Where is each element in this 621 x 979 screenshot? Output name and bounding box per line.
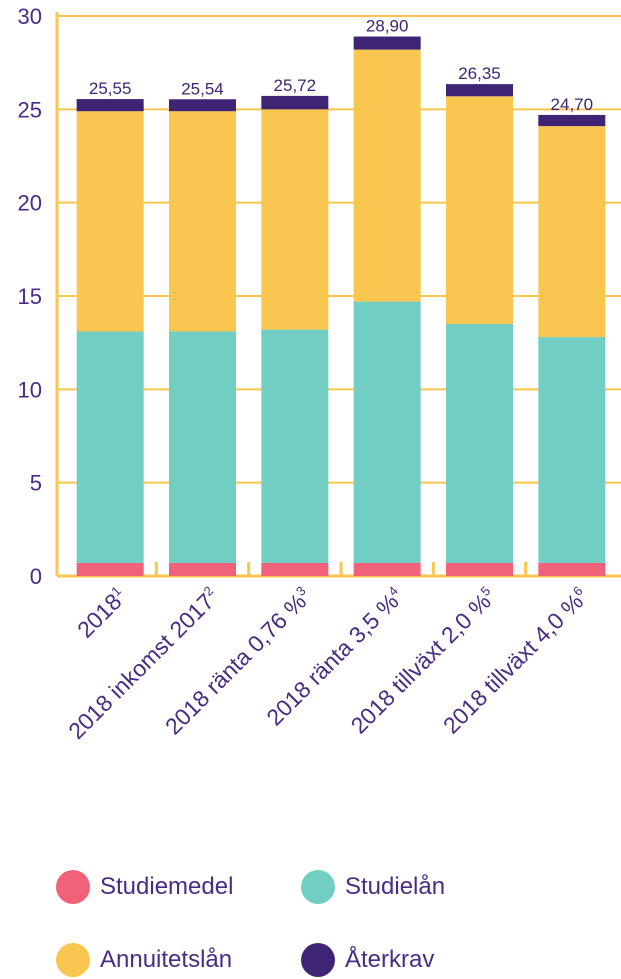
axes: 0 5 10 15 20 25 30 xyxy=(18,4,621,589)
bar-segment-studiemedel xyxy=(353,562,421,576)
bar-segment-annuitetsl-n xyxy=(446,96,513,325)
bar-segment-studiel-n xyxy=(76,331,144,563)
legend-item-aterkrav: Återkrav xyxy=(301,943,434,977)
legend-swatch-studiemedel xyxy=(56,870,90,904)
total-value-label: 25,54 xyxy=(181,79,224,98)
grid-lines xyxy=(57,15,621,484)
y-tick-label: 30 xyxy=(18,4,42,29)
total-value-label: 26,35 xyxy=(458,64,501,83)
legend-label-studiemedel: Studiemedel xyxy=(100,873,234,900)
x-tick-label: 20181 xyxy=(72,583,132,643)
bar-segment-studiemedel xyxy=(169,562,236,576)
bar-segment-annuitetsl-n xyxy=(538,126,606,338)
bar-segment--terkrav xyxy=(169,99,236,112)
bar-segment-studiel-n xyxy=(353,301,421,563)
legend-label-annuitetslan: Annuitetslån xyxy=(100,946,233,973)
legend: Studiemedel Studielån Annuitetslån Återk… xyxy=(0,860,621,979)
bar-segment--terkrav xyxy=(261,95,329,110)
legend-swatch-aterkrav xyxy=(301,943,335,977)
bar-segment-annuitetsl-n xyxy=(169,111,236,332)
legend-label-studielan: Studielån xyxy=(345,873,446,900)
legend-swatch-annuitetslan xyxy=(56,943,90,977)
y-tick-label: 5 xyxy=(30,471,42,496)
bar-segment--terkrav xyxy=(353,36,421,50)
bar-segment-studiemedel xyxy=(538,562,606,576)
bar-segment-studiel-n xyxy=(261,329,329,563)
bar-segment-studiel-n xyxy=(538,337,606,563)
total-value-label: 28,90 xyxy=(366,17,409,36)
y-tick-label: 20 xyxy=(18,191,42,216)
legend-item-annuitetslan: Annuitetslån xyxy=(56,943,232,977)
y-tick-label: 25 xyxy=(18,97,42,122)
legend-label-aterkrav: Återkrav xyxy=(345,946,435,973)
legend-swatch-studielan xyxy=(301,870,335,904)
stacked-bar-chart: 0 5 10 15 20 25 30 25,55 25,54 25,72 28,90 26,35 24… xyxy=(18,4,621,744)
y-tick-label: 10 xyxy=(18,377,42,402)
legend-item-studielan: Studielån xyxy=(301,870,445,904)
bar-segment-studiemedel xyxy=(446,562,513,576)
bar-segment--terkrav xyxy=(538,114,606,127)
bar-segment--terkrav xyxy=(76,99,144,112)
bar-segment-studiel-n xyxy=(169,331,236,563)
y-tick-label: 15 xyxy=(18,284,42,309)
legend-item-studiemedel: Studiemedel xyxy=(56,870,233,904)
value-labels: 25,55 25,54 25,72 28,90 26,35 24,70 xyxy=(89,17,593,114)
bar-segment-studiemedel xyxy=(261,562,329,576)
total-value-label: 24,70 xyxy=(551,95,594,114)
bar-segment-annuitetsl-n xyxy=(76,111,144,332)
x-tick-label: 2018 inkomst 20172 xyxy=(63,583,224,744)
bar-segment--terkrav xyxy=(446,84,513,97)
bars xyxy=(76,36,606,576)
bar-segment-studiel-n xyxy=(446,324,513,563)
bar-segment-annuitetsl-n xyxy=(261,109,329,330)
y-tick-label: 0 xyxy=(30,564,42,589)
bar-segment-studiemedel xyxy=(76,562,144,576)
bar-segment-annuitetsl-n xyxy=(353,49,421,302)
total-value-label: 25,55 xyxy=(89,79,132,98)
total-value-label: 25,72 xyxy=(274,76,317,95)
